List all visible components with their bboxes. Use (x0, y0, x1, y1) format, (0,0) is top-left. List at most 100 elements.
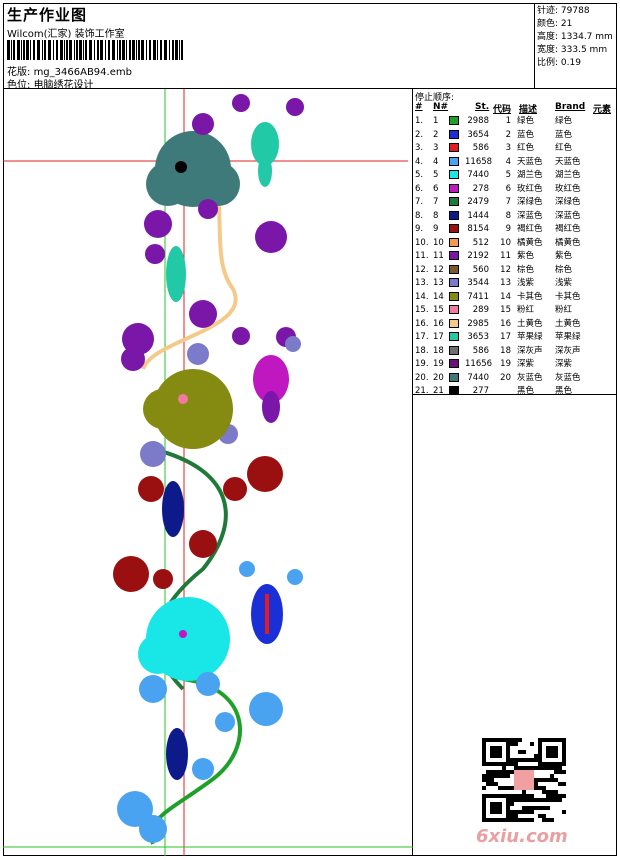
row-index: 19. (415, 359, 429, 369)
row-index: 7. (415, 197, 424, 207)
row-brand: 玫红色 (555, 183, 581, 194)
color-swatch (449, 183, 459, 193)
row-number: 4 (433, 156, 439, 167)
row-desc: 深灰声 (517, 345, 543, 356)
row-desc: 玫红色 (517, 183, 543, 194)
row-desc: 深紫 (517, 359, 535, 369)
wisteria-apple-green (251, 122, 279, 187)
row-stitches: 7440 (467, 372, 489, 383)
color-swatch (449, 237, 459, 247)
row-brand: 深蓝色 (555, 210, 581, 221)
row-number: 2 (433, 129, 439, 140)
row-desc: 褐红色 (517, 224, 543, 234)
table-row: 10. 10 512 10 橘黄色 橘黄色 (413, 237, 617, 250)
spec-colors: 颜色: 21 (537, 19, 573, 29)
qr-code (482, 738, 566, 822)
color-swatch (449, 116, 459, 125)
page-title: 生产作业图 (7, 6, 88, 24)
col-header-element: 元素 (593, 105, 612, 115)
leaves-sky-blue (117, 561, 303, 843)
row-code: 3 (505, 143, 511, 153)
color-swatch (449, 386, 459, 395)
row-number: 20 (433, 372, 444, 383)
row-brand: 灰蓝色 (555, 372, 581, 383)
watermark-logo: 6xiu.com (476, 826, 568, 847)
row-stitches: 278 (472, 183, 489, 194)
spec-scale: 比例: 0.19 (537, 58, 581, 68)
pattern-label: 花版: (7, 67, 31, 78)
col-header-brand: Brand (555, 102, 586, 112)
table-row: 18. 18 586 18 深灰声 深灰声 (413, 345, 617, 358)
pattern-value: mg_3466AB94.emb (33, 67, 132, 78)
color-swatch (449, 278, 459, 287)
row-code: 9 (505, 224, 511, 234)
row-number: 11 (433, 251, 444, 261)
color-swatch (449, 359, 459, 368)
spec-height: 高度: 1334.7 mm (537, 32, 613, 42)
row-number: 9 (433, 224, 439, 234)
row-index: 9. (415, 224, 424, 234)
row-stitches: 2985 (467, 318, 489, 329)
row-brand: 天蓝色 (555, 156, 581, 167)
row-code: 4 (505, 156, 511, 167)
color-swatch (449, 170, 459, 179)
spec-stitches: 针迹: 79788 (537, 6, 590, 16)
row-desc: 湖兰色 (517, 170, 543, 180)
row-desc: 绿色 (517, 116, 535, 126)
row-index: 21. (415, 386, 429, 396)
row-index: 16. (415, 318, 429, 329)
row-brand: 深绿色 (555, 197, 581, 207)
row-stitches: 2479 (467, 197, 489, 207)
table-row: 8. 8 1444 8 深蓝色 深蓝色 (413, 210, 617, 223)
peony-khaki (143, 369, 233, 449)
table-title: 停止顺序: (415, 93, 455, 103)
color-swatch (449, 305, 459, 314)
pattern-line: 花版: mg_3466AB94.emb (7, 63, 132, 78)
color-swatch (449, 129, 459, 139)
row-desc: 红色 (517, 143, 535, 153)
row-brand: 卡其色 (555, 291, 581, 302)
row-code: 1 (505, 116, 511, 126)
row-code: 12 (500, 264, 511, 275)
row-stitches: 560 (472, 264, 489, 275)
specs-panel: 针迹: 79788 颜色: 21 高度: 1334.7 mm 宽度: 333.5… (535, 3, 617, 89)
company-name: Wilcom(汇家) 装饰工作室 (7, 29, 125, 40)
table-row: 19. 19 11656 19 深紫 深紫 (413, 358, 617, 371)
row-brand: 黑色 (555, 386, 573, 396)
row-stitches: 586 (472, 345, 489, 356)
row-number: 7 (433, 197, 439, 207)
color-swatch (449, 143, 459, 152)
row-stitches: 3653 (467, 332, 489, 342)
table-row: 21. 21 277 黑色 黑色 (413, 385, 617, 398)
row-desc: 苹果绿 (517, 332, 543, 342)
color-swatch (449, 372, 459, 382)
color-swatch (449, 251, 459, 260)
row-brand: 湖兰色 (555, 170, 581, 180)
row-number: 13 (433, 278, 444, 288)
row-desc: 橘黄色 (517, 237, 543, 248)
design-canvas[interactable] (3, 89, 413, 856)
row-desc: 卡其色 (517, 291, 543, 302)
color-swatch (449, 291, 459, 301)
row-number: 10 (433, 237, 444, 248)
table-row: 16. 16 2985 16 土黄色 土黄色 (413, 318, 617, 331)
table-row: 9. 9 8154 9 褐红色 褐红色 (413, 223, 617, 236)
row-desc: 蓝色 (517, 129, 535, 140)
row-index: 3. (415, 143, 424, 153)
row-code: 10 (500, 237, 511, 248)
row-desc: 棕色 (517, 264, 535, 275)
row-stitches: 277 (472, 386, 489, 396)
color-swatch (449, 345, 459, 355)
row-number: 12 (433, 264, 444, 275)
row-index: 8. (415, 210, 424, 221)
row-code: 11 (500, 251, 511, 261)
colorpos-label: 色位: (7, 80, 31, 91)
table-row: 5. 5 7440 5 湖兰色 湖兰色 (413, 169, 617, 182)
leaves-brown-red (113, 456, 283, 592)
row-stitches: 2192 (467, 251, 489, 261)
row-number: 18 (433, 345, 444, 356)
color-swatch (449, 156, 459, 166)
row-desc: 黑色 (517, 386, 535, 396)
table-row: 17. 17 3653 17 苹果绿 苹果绿 (413, 331, 617, 344)
color-swatch (449, 210, 459, 220)
